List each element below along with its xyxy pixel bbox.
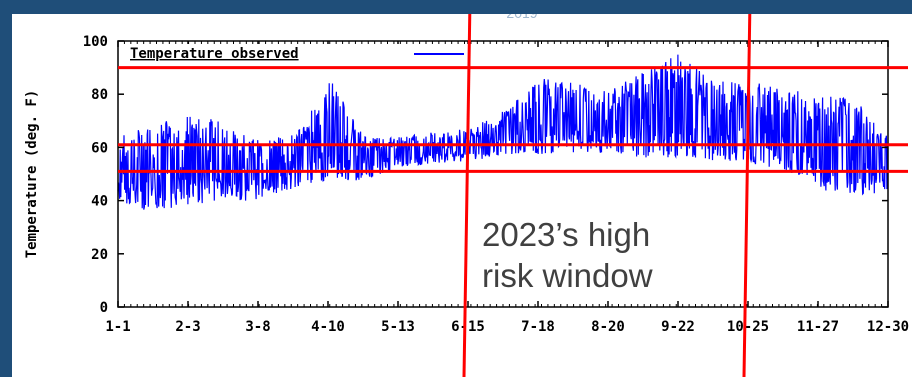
risk-window-boundary-6-15 — [462, 14, 472, 377]
slide-heading-fragment: 2019 — [506, 14, 537, 21]
x-tick-label-8-20: 8-20 — [591, 319, 625, 335]
annotation-line-1: 2023’s high — [482, 216, 651, 253]
x-tick-label-10-25: 10-25 — [727, 319, 769, 335]
chart-panel: 0 20 40 60 80 100 1-1 2-3 3-8 4-10 5-13 6-15 7-18 8-2… — [12, 14, 912, 377]
y-tick-label-20: 20 — [91, 247, 108, 263]
legend-label: Temperature observed — [130, 46, 299, 62]
x-tick-label-3-8: 3-8 — [245, 319, 270, 335]
legend-box — [124, 44, 476, 63]
x-tick-label-9-22: 9-22 — [661, 319, 695, 335]
annotation-line-2: risk window — [482, 257, 653, 295]
y-tick-label-40: 40 — [91, 194, 108, 210]
y-tick-label-60: 60 — [91, 140, 108, 156]
y-tick-label-0: 0 — [100, 300, 108, 316]
x-tick-label-5-13: 5-13 — [381, 319, 415, 335]
x-tick-label-7-18: 7-18 — [521, 319, 555, 335]
x-tick-label-2-3: 2-3 — [175, 319, 200, 335]
temperature-chart: 0 20 40 60 80 100 1-1 2-3 3-8 4-10 5-13 6-15 7-18 8-2… — [24, 14, 909, 377]
y-tick-label-80: 80 — [91, 87, 108, 103]
x-tick-label-6-15: 6-15 — [451, 319, 485, 335]
y-tick-label-100: 100 — [83, 34, 108, 50]
x-tick-label-4-10: 4-10 — [311, 319, 345, 335]
risk-window-boundary-10-25 — [742, 14, 752, 377]
x-tick-label-11-27: 11-27 — [797, 319, 839, 335]
x-tick-label-12-30: 12-30 — [867, 319, 909, 335]
temperature-series-line — [117, 54, 889, 210]
high-risk-window-annotation: 2023’s high risk window — [482, 214, 653, 297]
y-axis-label: Temperature (deg. F) — [24, 90, 40, 259]
x-tick-label-1-1: 1-1 — [105, 319, 130, 335]
